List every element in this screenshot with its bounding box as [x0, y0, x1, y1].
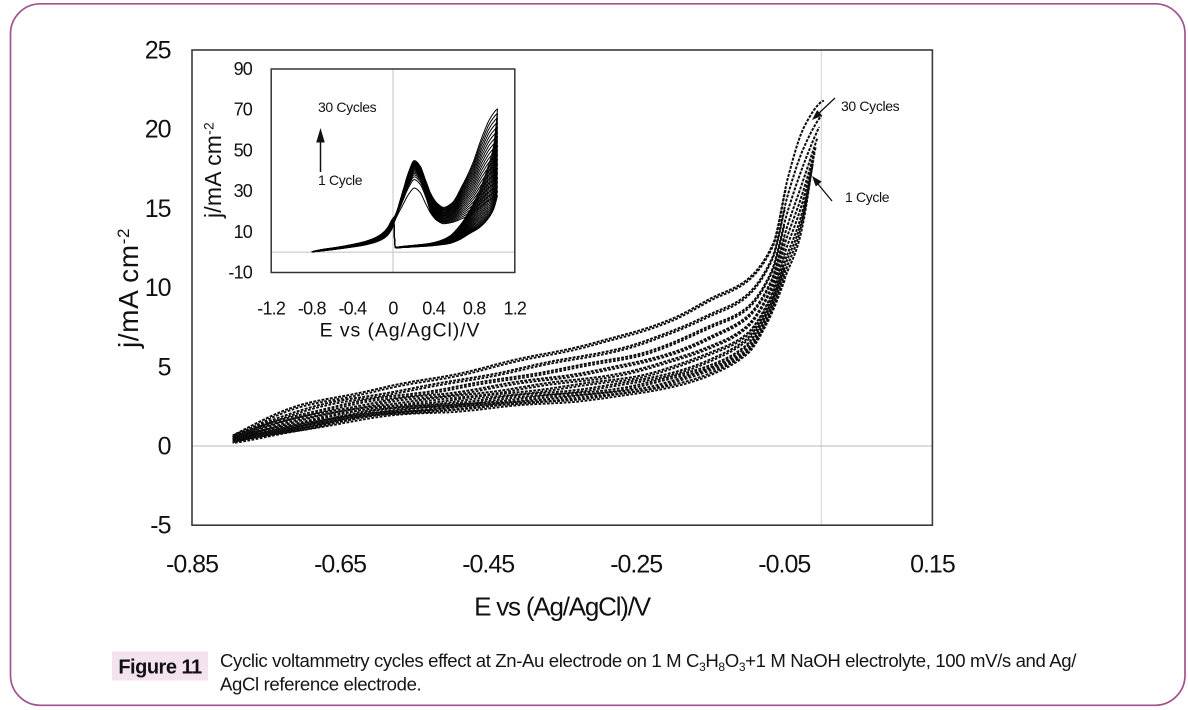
svg-text:-10: -10	[228, 263, 252, 283]
svg-text:10: 10	[234, 222, 253, 242]
svg-text:5: 5	[158, 353, 171, 381]
svg-text:-0.25: -0.25	[610, 551, 662, 579]
svg-text:0.8: 0.8	[463, 299, 486, 319]
svg-text:15: 15	[145, 195, 171, 223]
svg-text:0: 0	[158, 433, 171, 461]
svg-text:Cyclic voltammetry cycles effe: Cyclic voltammetry cycles effect at Zn-A…	[220, 650, 1077, 674]
svg-text:AgCl reference electrode.: AgCl reference electrode.	[220, 674, 421, 695]
svg-text:70: 70	[234, 100, 253, 120]
svg-text:50: 50	[234, 140, 253, 160]
svg-text:-0.65: -0.65	[314, 551, 366, 579]
svg-text:0.4: 0.4	[422, 299, 445, 319]
svg-text:20: 20	[145, 116, 171, 144]
svg-text:1 Cycle: 1 Cycle	[845, 189, 890, 205]
svg-text:-0.85: -0.85	[166, 551, 218, 579]
svg-text:30 Cycles: 30 Cycles	[841, 98, 900, 114]
svg-text:-0.4: -0.4	[338, 299, 367, 319]
svg-text:E vs (Ag/AgCl)/V: E vs (Ag/AgCl)/V	[320, 320, 481, 342]
svg-text:0: 0	[388, 299, 398, 319]
svg-text:30: 30	[234, 181, 253, 201]
svg-text:-0.8: -0.8	[298, 299, 327, 319]
svg-text:30 Cycles: 30 Cycles	[318, 99, 377, 115]
svg-text:-0.05: -0.05	[758, 551, 810, 579]
svg-text:10: 10	[145, 274, 171, 302]
svg-text:25: 25	[145, 37, 171, 65]
svg-text:90: 90	[234, 59, 253, 79]
svg-text:0.15: 0.15	[910, 551, 955, 579]
svg-text:E vs (Ag/AgCl)/V: E vs (Ag/AgCl)/V	[474, 592, 652, 622]
svg-text:1.2: 1.2	[503, 299, 526, 319]
svg-text:1 Cycle: 1 Cycle	[318, 172, 363, 188]
svg-text:-0.45: -0.45	[462, 551, 514, 579]
svg-text:j/mA cm-2: j/mA cm-2	[113, 228, 144, 349]
svg-text:-1.2: -1.2	[257, 299, 286, 319]
svg-text:j/mA cm-2: j/mA cm-2	[200, 122, 226, 219]
svg-text:-5: -5	[150, 512, 170, 540]
svg-text:Figure 11: Figure 11	[118, 657, 202, 679]
